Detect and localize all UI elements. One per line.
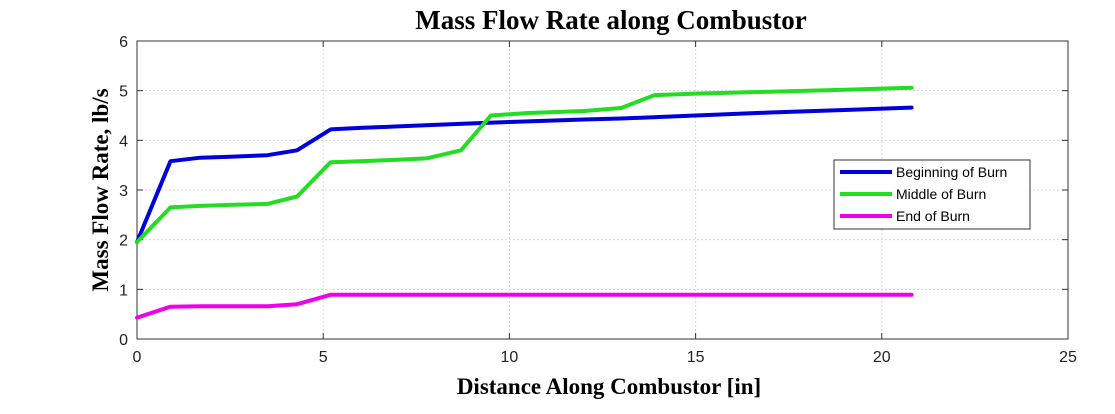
- y-axis-label: Mass Flow Rate, lb/s: [88, 88, 113, 291]
- x-tick-label: 10: [501, 349, 519, 366]
- series-line-beginning-of-burn: [135, 105, 914, 245]
- series-line-middle-of-burn: [135, 85, 914, 245]
- y-tick-label: 6: [119, 34, 128, 51]
- legend-label-end: End of Burn: [896, 208, 970, 224]
- legend: Beginning of Burn Middle of Burn End of …: [833, 159, 1031, 230]
- legend-label-beginning: Beginning of Burn: [896, 164, 1007, 180]
- x-axis-label: Distance Along Combustor [in]: [457, 374, 761, 399]
- axes: [136, 40, 1069, 340]
- x-tick-labels: 0 5 10 15 20 25: [133, 349, 1077, 366]
- x-tick-label: 15: [687, 349, 705, 366]
- y-tick-labels: 0 1 2 3 4 5 6: [119, 34, 128, 349]
- y-tick-label: 0: [119, 332, 128, 349]
- series-line-end-of-burn: [135, 292, 914, 320]
- y-tick-label: 3: [119, 183, 128, 200]
- y-tick-label: 4: [119, 133, 128, 150]
- series-lines: [135, 85, 914, 320]
- x-tick-label: 20: [873, 349, 891, 366]
- legend-label-middle: Middle of Burn: [896, 186, 986, 202]
- y-tick-label: 2: [119, 233, 128, 250]
- y-tick-label: 5: [119, 84, 128, 101]
- x-tick-label: 0: [133, 349, 142, 366]
- x-tick-label: 25: [1059, 349, 1077, 366]
- x-tick-label: 5: [319, 349, 328, 366]
- chart-title: Mass Flow Rate along Combustor: [415, 5, 807, 35]
- y-tick-label: 1: [119, 282, 128, 299]
